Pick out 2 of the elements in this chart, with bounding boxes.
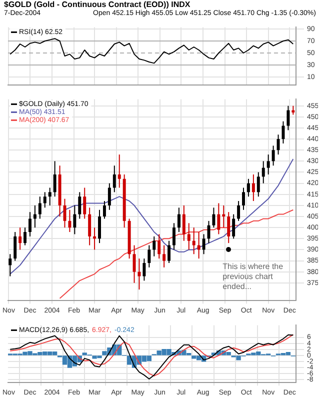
annotation: This is where the previous chart ended...: [222, 262, 284, 292]
chart-title: $GOLD (Gold - Continuous Contract (EOD)) INDX: [4, 0, 192, 9]
